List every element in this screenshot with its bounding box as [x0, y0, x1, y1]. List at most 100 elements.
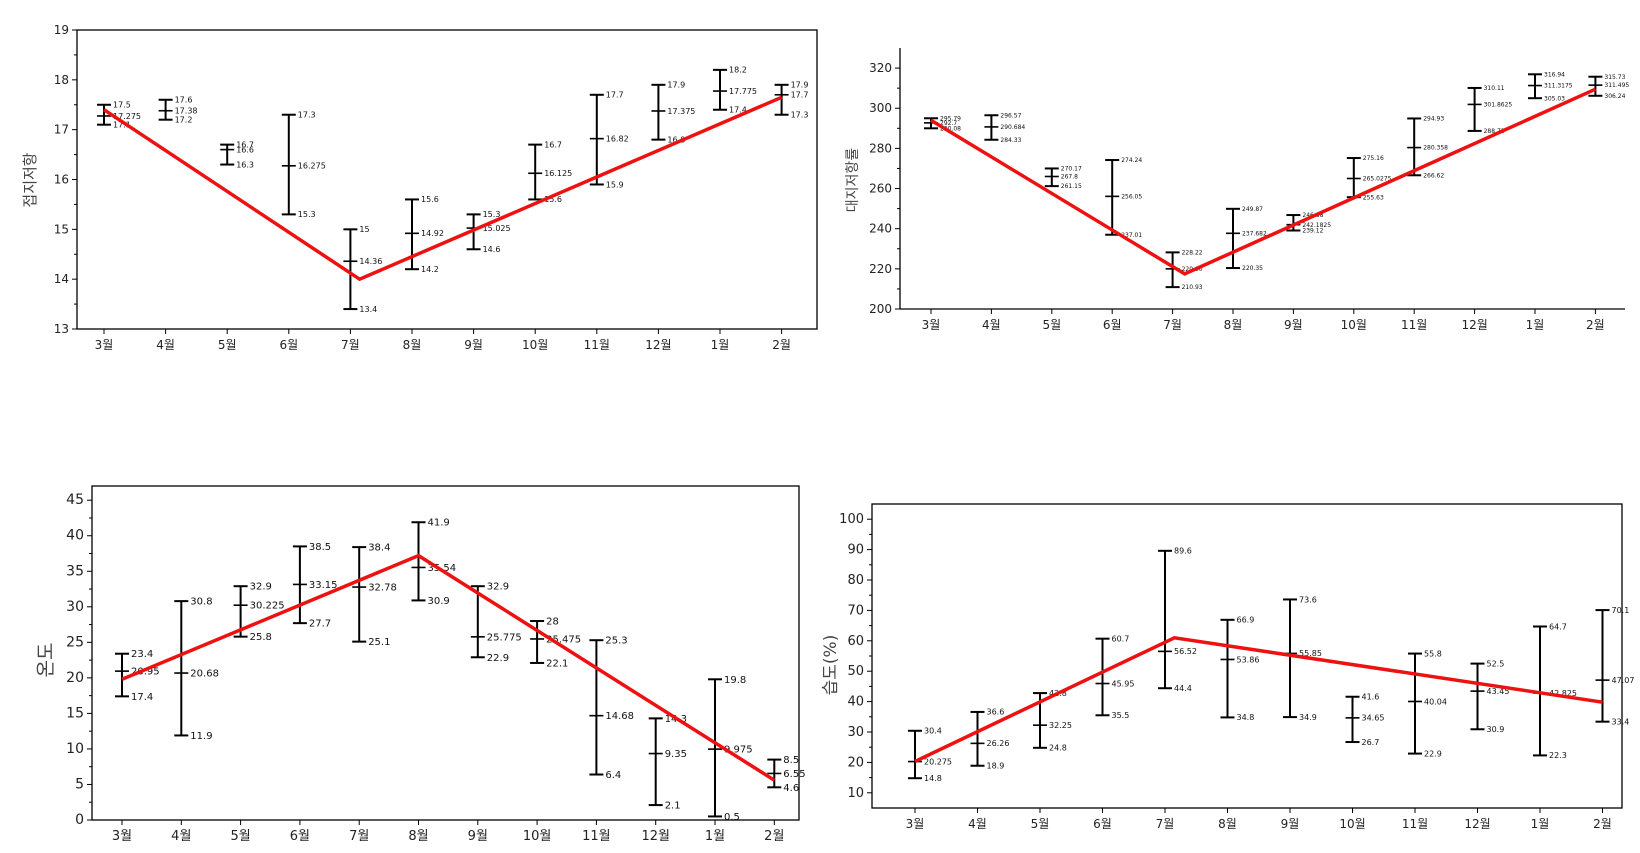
y-tick-label: 40	[66, 528, 84, 544]
y-tick-label: 19	[54, 23, 69, 37]
errorbar-mid-label: 267.8	[1061, 174, 1078, 181]
x-tick-label: 10월	[1341, 318, 1367, 332]
errorbar-top-label: 295.79	[940, 115, 961, 122]
y-tick-label: 13	[54, 322, 69, 336]
x-tick-label: 9월	[464, 338, 483, 352]
y-tick-label: 15	[66, 705, 84, 721]
y-tick-label: 220	[869, 262, 892, 276]
y-tick-label: 25	[66, 634, 84, 650]
x-tick-label: 12월	[1461, 318, 1487, 332]
errorbar-mid-label: 16.125	[544, 169, 572, 178]
errorbar-mid-label: 265.0275	[1363, 176, 1392, 183]
errorbar: 41.6 34.65 26.7	[1345, 693, 1384, 747]
x-tick-label: 12월	[641, 829, 670, 844]
errorbar-mid-label: 17.38	[175, 107, 198, 116]
errorbar-mid-label: 9.975	[724, 745, 753, 756]
x-tick-label: 9월	[468, 829, 488, 844]
errorbar-mid-label: 42.825	[1549, 689, 1577, 698]
errorbar-bottom-label: 14.8	[924, 774, 942, 783]
y-tick-label: 20	[66, 670, 84, 686]
y-axis-label: 대지저항률	[845, 148, 861, 213]
errorbar-bottom-label: 2.1	[665, 801, 681, 812]
errorbar-mid-label: 25.475	[546, 634, 581, 645]
x-tick-label: 3월	[95, 338, 114, 352]
x-tick-label: 8월	[408, 829, 428, 844]
errorbar: 17.3 16.275 15.3	[281, 111, 326, 219]
errorbar-top-label: 70.1	[1612, 606, 1630, 615]
errorbar-top-label: 15.3	[483, 210, 501, 219]
errorbar-top-label: 316.94	[1544, 71, 1565, 78]
errorbar: 30.8 20.68 11.9	[174, 597, 219, 742]
y-tick-label: 15	[54, 222, 69, 236]
x-tick-label: 3월	[922, 318, 941, 332]
errorbar-bottom-label: 15.9	[606, 180, 624, 189]
errorbar: 36.6 26.26 18.9	[970, 708, 1009, 771]
errorbar-top-label: 8.5	[783, 755, 799, 766]
errorbar-bottom-label: 290.08	[940, 125, 961, 132]
x-tick-label: 5월	[1042, 318, 1061, 332]
errorbar-top-label: 73.6	[1299, 595, 1317, 604]
errorbar-top-label: 16.7	[236, 140, 254, 149]
y-tick-label: 18	[54, 73, 69, 87]
errorbar-mid-label: 45.95	[1112, 679, 1135, 688]
errorbar-bottom-label: 14.2	[421, 265, 439, 274]
errorbar-mid-label: 311.495	[1604, 82, 1629, 89]
errorbar-bottom-label: 306.24	[1604, 93, 1625, 100]
errorbar-top-label: 17.3	[298, 111, 316, 120]
errorbar-mid-label: 9.35	[665, 749, 687, 760]
errorbar-mid-label: 16.82	[606, 134, 629, 143]
errorbar-top-label: 228.22	[1182, 249, 1203, 256]
x-tick-label: 2월	[764, 829, 784, 844]
y-tick-label: 10	[847, 786, 864, 801]
x-tick-label: 10월	[1339, 817, 1365, 831]
errorbar-top-label: 25.3	[605, 636, 627, 647]
errorbar-mid-label: 17.375	[667, 107, 695, 116]
errorbar-mid-label: 242.1825	[1302, 222, 1331, 229]
x-tick-label: 8월	[1224, 318, 1243, 332]
errorbar: 38.4 32.78 25.1	[352, 543, 397, 648]
x-tick-label: 6월	[1103, 318, 1122, 332]
x-tick-label: 11월	[584, 338, 610, 352]
y-tick-label: 200	[869, 302, 892, 316]
errorbar-top-label: 55.8	[1424, 649, 1442, 658]
trend-line	[930, 87, 1597, 276]
y-tick-label: 30	[847, 725, 864, 740]
y-tick-label: 14	[54, 272, 69, 286]
errorbar: 52.5 43.45 30.9	[1470, 659, 1509, 734]
errorbar-top-label: 270.17	[1061, 166, 1082, 173]
y-axis-label: 습도(%)	[821, 635, 841, 696]
y-tick-label: 240	[869, 222, 892, 236]
errorbar: 89.6 56.52 44.4	[1158, 547, 1197, 693]
errorbar-bottom-label: 17.3	[791, 111, 809, 120]
errorbar-top-label: 17.6	[175, 96, 193, 105]
errorbar-mid-label: 33.15	[309, 580, 338, 591]
errorbar-top-label: 41.6	[1362, 693, 1380, 702]
y-tick-label: 17	[54, 123, 69, 137]
errorbar-top-label: 17.9	[791, 81, 809, 90]
x-tick-label: 6월	[1093, 817, 1112, 831]
y-tick-label: 80	[847, 573, 864, 588]
chart-ground-resistance: 13 14 15 16 17 18 19 접지저항 3월 4월 5월 6월 7월 8월 9월 10월 11월 12…	[21, 23, 818, 352]
y-tick-label: 30	[66, 599, 84, 615]
errorbar-bottom-label: 239.12	[1302, 228, 1323, 235]
errorbar-bottom-label: 284.33	[1000, 137, 1021, 144]
errorbar-bottom-label: 16.8	[667, 135, 685, 144]
errorbar-bottom-label: 13.4	[359, 305, 377, 314]
errorbar-mid-label: 53.86	[1237, 655, 1260, 664]
errorbar: 294.93 280.358 266.62	[1407, 116, 1448, 179]
x-tick-label: 2월	[772, 338, 791, 352]
errorbar-bottom-label: 210.93	[1182, 284, 1203, 291]
x-tick-label: 6월	[279, 338, 298, 352]
x-tick-label: 8월	[1218, 817, 1237, 831]
x-tick-label: 10월	[523, 829, 552, 844]
y-tick-label: 70	[847, 603, 864, 618]
errorbar-bottom-label: 27.7	[309, 619, 331, 630]
errorbar-bottom-label: 33.4	[1612, 717, 1630, 726]
errorbar-top-label: 32.9	[487, 582, 509, 593]
errorbar-top-label: 294.93	[1423, 116, 1444, 123]
